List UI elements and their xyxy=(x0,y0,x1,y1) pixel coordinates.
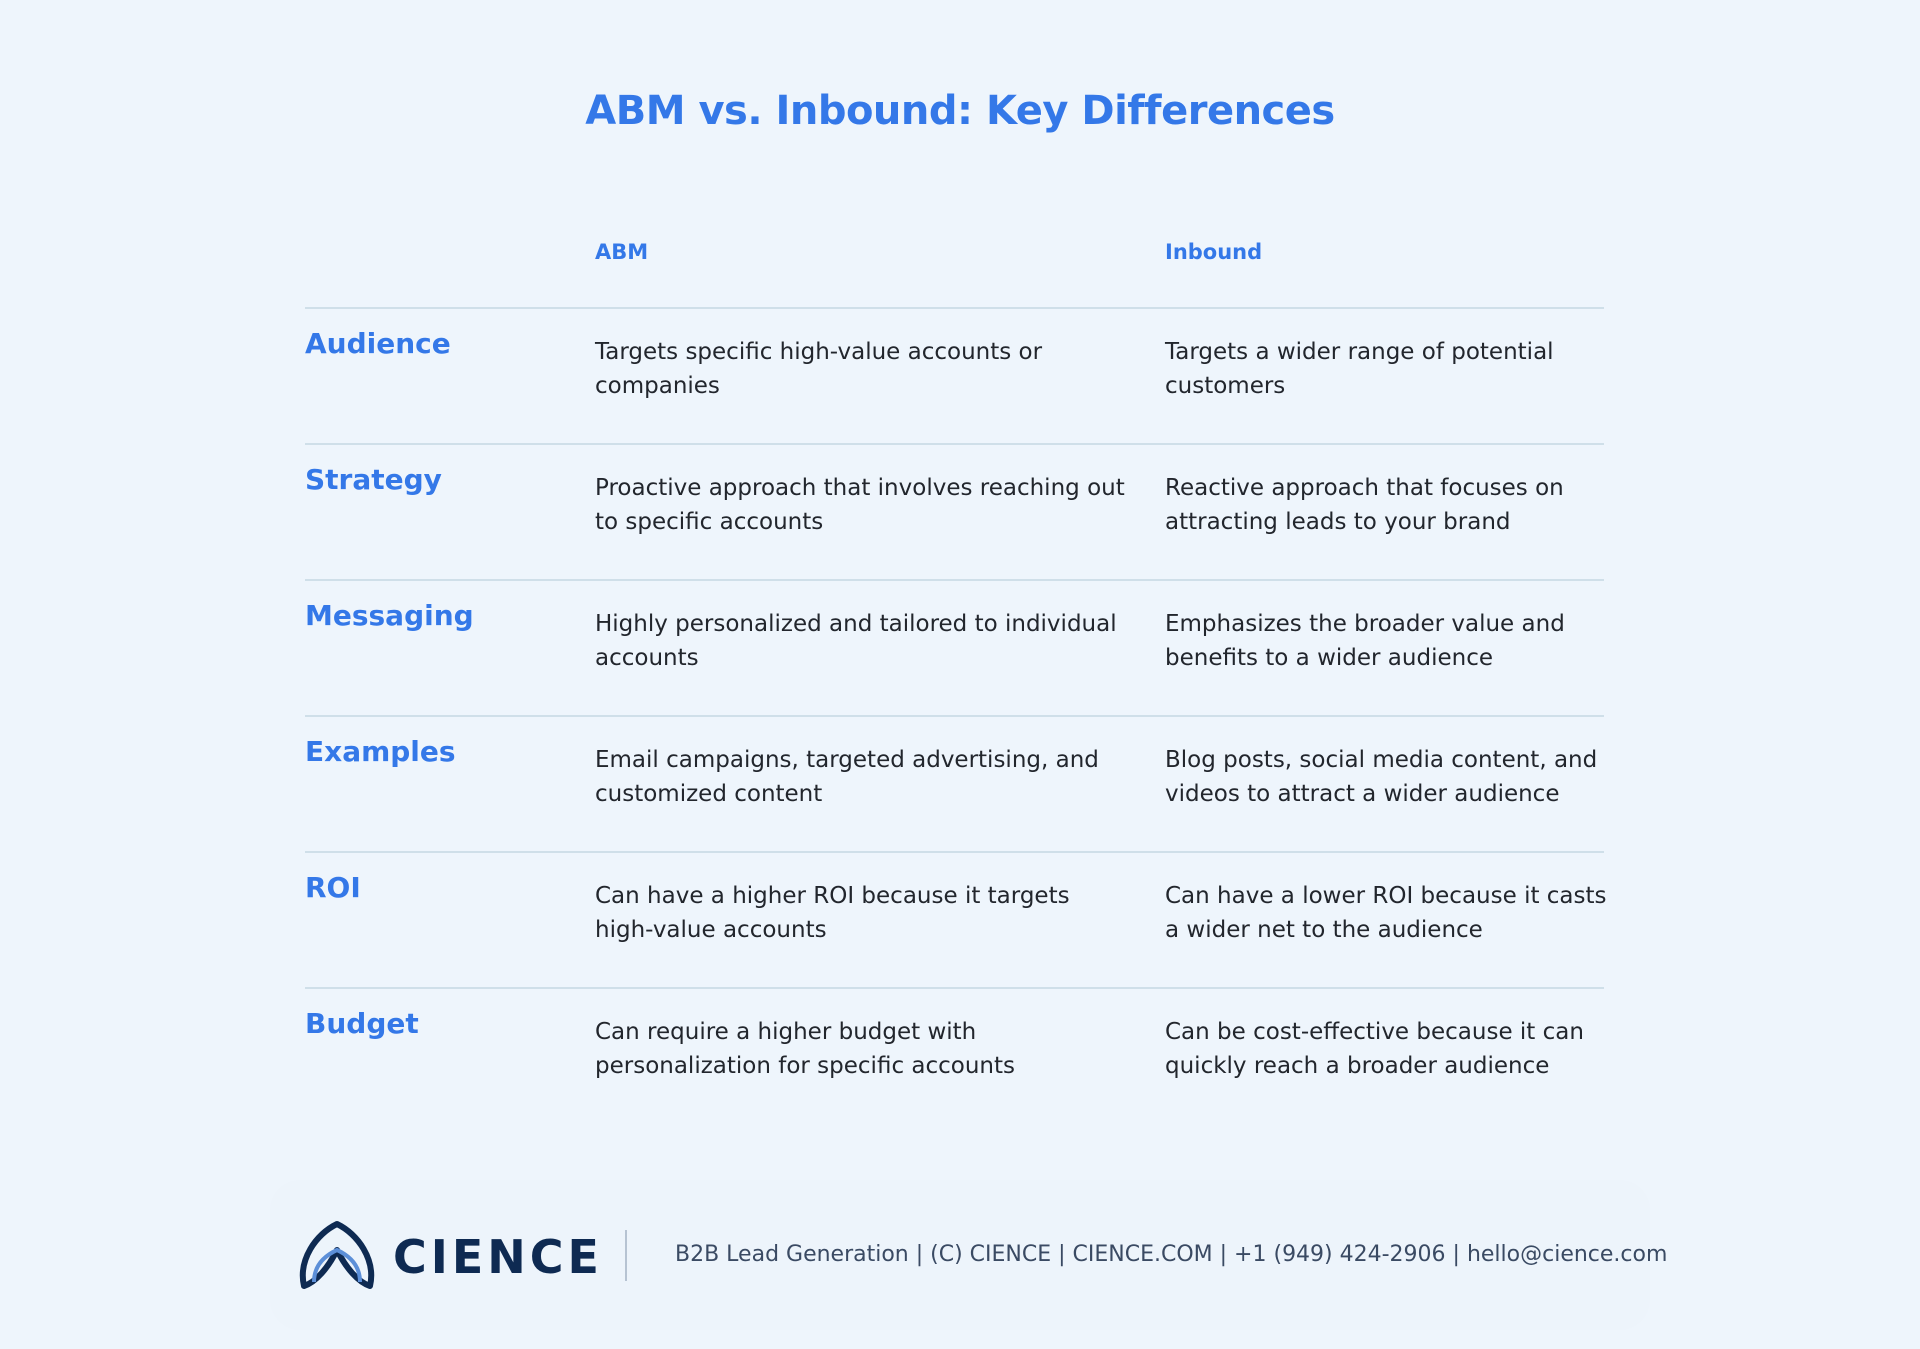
inbound-cell: Targets a wider range of potential custo… xyxy=(1165,339,1554,399)
inbound-cell: Blog posts, social media content, and vi… xyxy=(1165,747,1598,807)
row-label: Budget xyxy=(305,1007,419,1040)
abm-cell: Can have a higher ROI because it targets… xyxy=(595,883,1070,943)
row-divider xyxy=(305,579,1604,581)
brand: CIENCE xyxy=(393,1230,603,1284)
footer xyxy=(270,1180,1650,1330)
title: ABM vs. Inbound: Key Differences xyxy=(585,88,1335,134)
row-label: ROI xyxy=(305,871,361,904)
row-divider xyxy=(305,307,1604,309)
inbound-cell: Can have a lower ROI because it casts a … xyxy=(1165,883,1607,943)
column-header: ABM xyxy=(595,240,649,264)
inbound-cell: Can be cost-effective because it can qui… xyxy=(1165,1019,1584,1079)
inbound-cell: Emphasizes the broader value and benefit… xyxy=(1165,611,1565,671)
abm-cell: Can require a higher budget with persona… xyxy=(595,1019,1016,1079)
row-divider xyxy=(305,715,1604,717)
row-label: Examples xyxy=(305,735,456,768)
column-header: Inbound xyxy=(1165,240,1263,264)
row-label: Audience xyxy=(305,327,451,360)
abm-cell: Highly personalized and tailored to indi… xyxy=(595,611,1117,671)
abm-cell: Targets specific high-value accounts or … xyxy=(595,339,1043,399)
row-divider xyxy=(305,443,1604,445)
row-label: Messaging xyxy=(305,599,474,632)
row-label: Strategy xyxy=(305,463,442,496)
inbound-cell: Reactive approach that focuses on attrac… xyxy=(1165,475,1564,535)
logo xyxy=(299,1221,375,1289)
footer-text: B2B Lead Generation | (C) CIENCE | CIENC… xyxy=(675,1242,1668,1267)
row-divider xyxy=(305,987,1604,989)
row-divider xyxy=(305,851,1604,853)
divider xyxy=(625,1230,627,1281)
abm-cell: Email campaigns, targeted advertising, a… xyxy=(595,747,1099,807)
abm-cell: Proactive approach that involves reachin… xyxy=(595,475,1125,535)
